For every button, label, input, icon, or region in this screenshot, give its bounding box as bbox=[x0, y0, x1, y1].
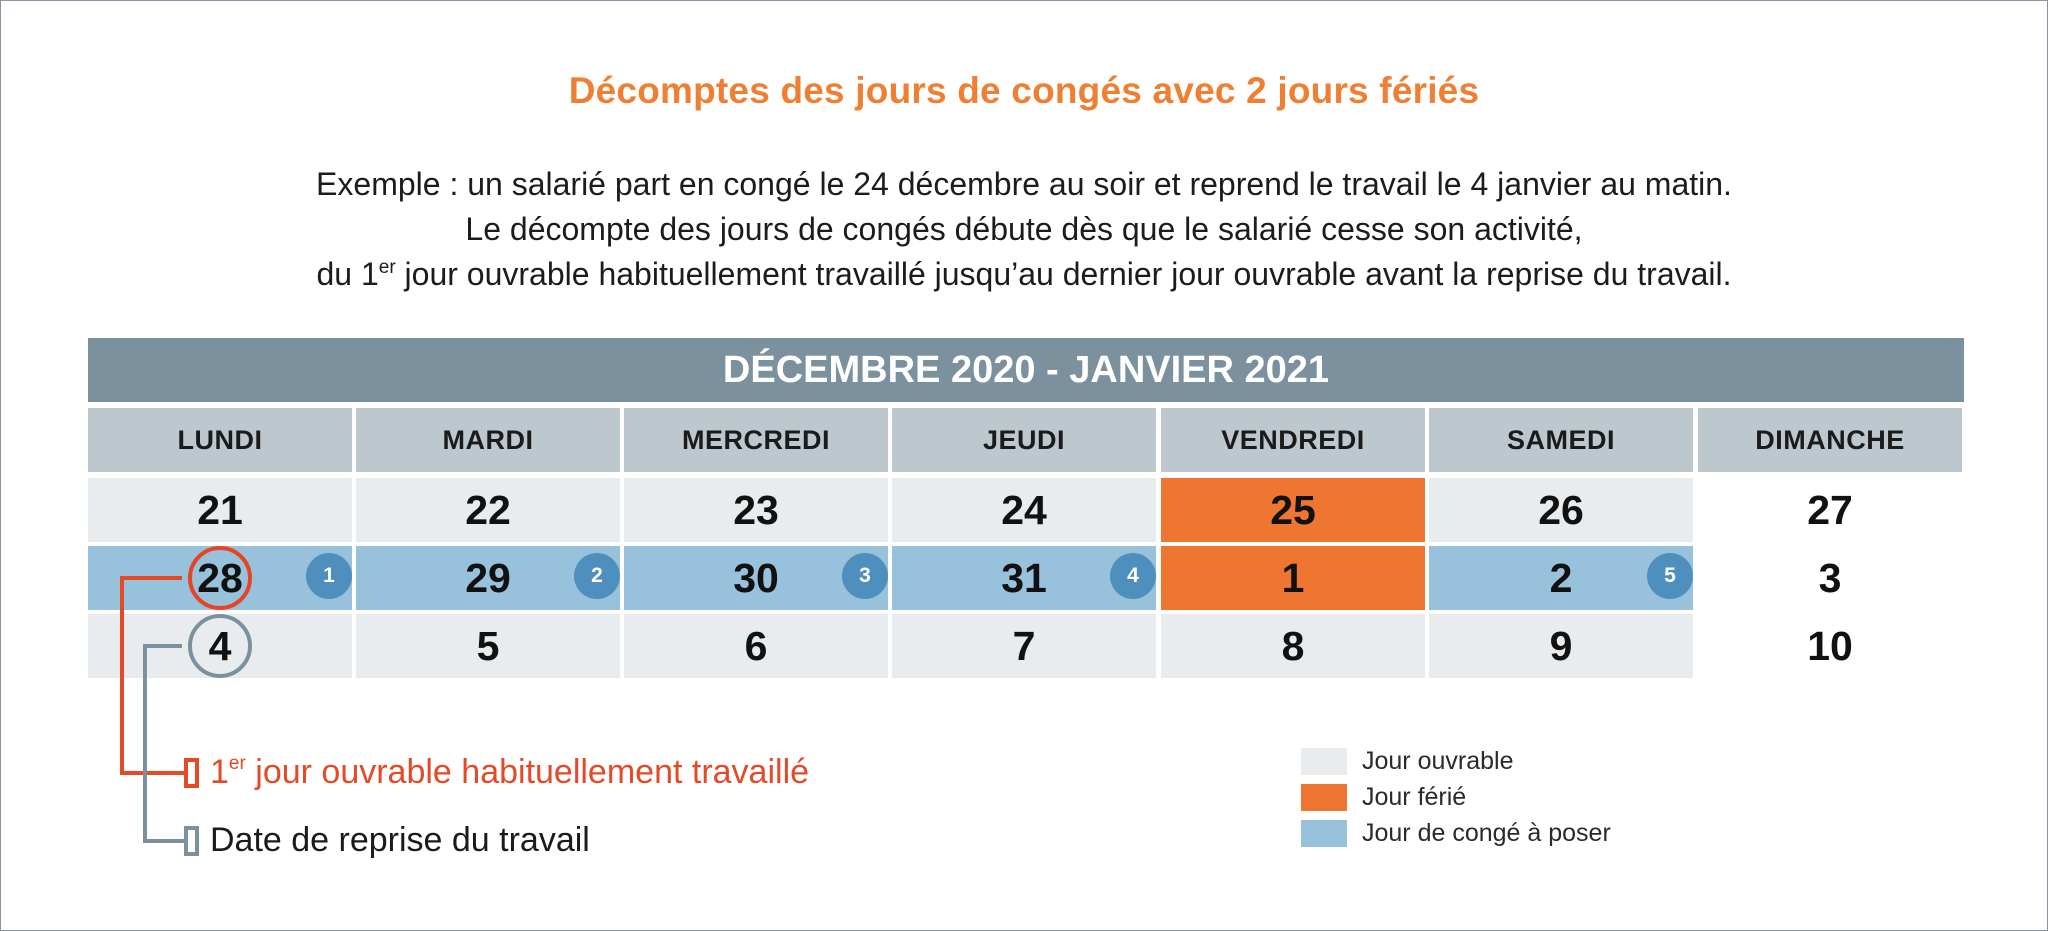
leave-day-count-badge: 2 bbox=[574, 553, 620, 599]
first-workday-note-pre: 1 bbox=[210, 753, 229, 791]
first-day-marker-bracket bbox=[184, 758, 199, 788]
day-number: 1 bbox=[1281, 554, 1305, 601]
legend-swatch-conge bbox=[1301, 820, 1347, 847]
day-number: 8 bbox=[1281, 622, 1305, 669]
leave-day-count-badge: 4 bbox=[1110, 553, 1156, 599]
return-day-marker-bracket bbox=[184, 826, 199, 856]
day-number: 4 bbox=[208, 622, 232, 669]
legend-swatch-ferie bbox=[1301, 784, 1347, 811]
day-number: 30 bbox=[733, 554, 779, 601]
day-cell: 23 bbox=[624, 478, 888, 542]
legend-label-conge: Jour de congé à poser bbox=[1362, 819, 1611, 847]
day-cell: 26 bbox=[1429, 478, 1693, 542]
first-workday-note-sup: er bbox=[228, 753, 246, 774]
day-cell: 8 bbox=[1161, 614, 1425, 678]
day-number: 7 bbox=[1012, 622, 1036, 669]
leave-day-count-badge: 1 bbox=[306, 553, 352, 599]
legend-label-ouvrable: Jour ouvrable bbox=[1362, 747, 1514, 775]
day-header-samedi: SAMEDI bbox=[1429, 408, 1693, 472]
return-date-note: Date de reprise du travail bbox=[210, 821, 590, 859]
day-cell: 7 bbox=[892, 614, 1156, 678]
day-cell: 22 bbox=[356, 478, 620, 542]
day-cell: 6 bbox=[624, 614, 888, 678]
intro-text: Exemple : un salarié part en congé le 24… bbox=[0, 162, 2048, 297]
day-cell: 29 2 bbox=[356, 546, 620, 610]
day-cell: 21 bbox=[88, 478, 352, 542]
intro-line-3-sup: er bbox=[378, 257, 396, 278]
day-number: 9 bbox=[1549, 622, 1573, 669]
leave-day-count-badge: 5 bbox=[1647, 553, 1693, 599]
day-number: 21 bbox=[197, 486, 243, 533]
day-number: 22 bbox=[465, 486, 511, 533]
day-number: 29 bbox=[465, 554, 511, 601]
day-number: 2 bbox=[1549, 554, 1573, 601]
day-cell: 4 bbox=[88, 614, 352, 678]
day-header-lundi: LUNDI bbox=[88, 408, 352, 472]
day-number: 23 bbox=[733, 486, 779, 533]
day-cell: 1 bbox=[1161, 546, 1425, 610]
day-cell: 25 bbox=[1161, 478, 1425, 542]
day-header-jeudi: JEUDI bbox=[892, 408, 1156, 472]
day-cell: 30 3 bbox=[624, 546, 888, 610]
leave-day-count-badge: 3 bbox=[842, 553, 888, 599]
day-number: 5 bbox=[476, 622, 500, 669]
first-workday-note: 1er jour ouvrable habituellement travail… bbox=[210, 752, 809, 792]
day-header-vendredi: VENDREDI bbox=[1161, 408, 1425, 472]
first-day-connector-line bbox=[120, 576, 184, 775]
day-cell: 24 bbox=[892, 478, 1156, 542]
day-header-mercredi: MERCREDI bbox=[624, 408, 888, 472]
intro-line-2: Le décompte des jours de congés débute d… bbox=[465, 211, 1583, 247]
calendar-header: DÉCEMBRE 2020 - JANVIER 2021 bbox=[88, 338, 1964, 402]
day-cell: 3 bbox=[1698, 546, 1962, 610]
day-number: 6 bbox=[744, 622, 768, 669]
figure-title: Décomptes des jours de congés avec 2 jou… bbox=[568, 70, 1480, 111]
day-number: 28 bbox=[197, 554, 243, 601]
intro-line-3-post: jour ouvrable habituellement travaillé j… bbox=[395, 256, 1732, 292]
day-number: 24 bbox=[1001, 486, 1047, 533]
day-header-dimanche: DIMANCHE bbox=[1698, 408, 1962, 472]
day-number: 27 bbox=[1807, 486, 1853, 533]
legend-label-ferie: Jour férié bbox=[1362, 783, 1467, 811]
day-number: 26 bbox=[1538, 486, 1584, 533]
day-cell: 27 bbox=[1698, 478, 1962, 542]
intro-line-3-pre: du 1 bbox=[316, 256, 379, 292]
intro-line-3: du 1er jour ouvrable habituellement trav… bbox=[0, 252, 2048, 297]
day-cell: 10 bbox=[1698, 614, 1962, 678]
day-number: 10 bbox=[1807, 622, 1853, 669]
legend-swatch-ouvrable bbox=[1301, 748, 1347, 775]
day-cell: 5 bbox=[356, 614, 620, 678]
return-day-connector-line bbox=[143, 644, 184, 843]
day-cell: 31 4 bbox=[892, 546, 1156, 610]
day-number: 31 bbox=[1001, 554, 1047, 601]
day-header-mardi: MARDI bbox=[356, 408, 620, 472]
first-workday-note-post: jour ouvrable habituellement travaillé bbox=[245, 753, 810, 791]
day-number: 3 bbox=[1818, 554, 1842, 601]
intro-line-1: Exemple : un salarié part en congé le 24… bbox=[316, 166, 1732, 202]
day-number: 25 bbox=[1270, 486, 1316, 533]
day-cell: 9 bbox=[1429, 614, 1693, 678]
